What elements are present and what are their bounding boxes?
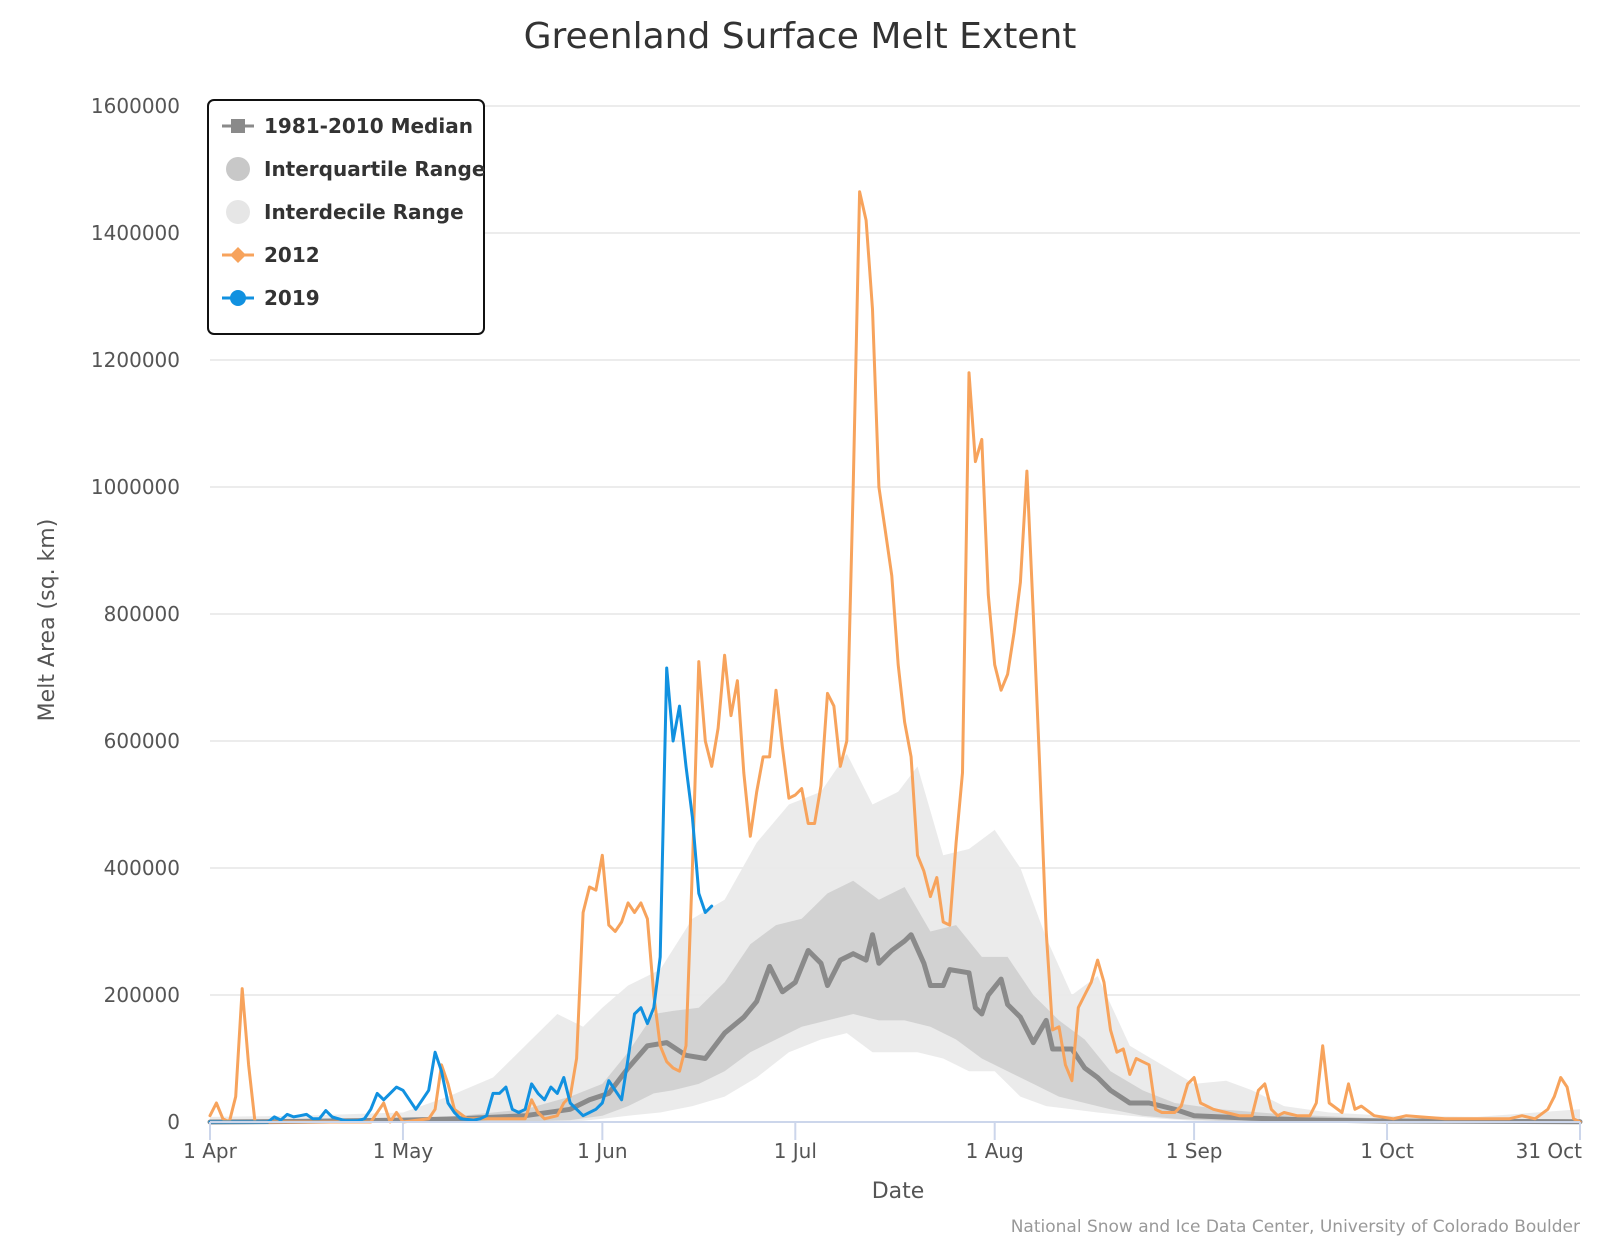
legend-square-marker bbox=[231, 119, 245, 133]
legend-label: 1981-2010 Median bbox=[264, 114, 473, 138]
legend-item-y2019[interactable]: 2019 bbox=[222, 286, 320, 310]
legend-label: 2019 bbox=[264, 286, 320, 310]
legend-item-median[interactable]: 1981-2010 Median bbox=[222, 114, 473, 138]
axes: 0 200000 400000 600000 800000 1000000 1200000 1… bbox=[91, 94, 1582, 1163]
legend-circle-marker bbox=[226, 200, 250, 224]
range-bands bbox=[210, 753, 1580, 1122]
legend-item-y2012[interactable]: 2012 bbox=[222, 243, 320, 267]
series-line-2019[interactable] bbox=[208, 666, 714, 1124]
y-tick-label: 0 bbox=[167, 1110, 180, 1134]
y-axis-title: Melt Area (sq. km) bbox=[35, 519, 60, 722]
legend-box bbox=[207, 99, 485, 335]
x-tick-label: 31 Oct bbox=[1516, 1139, 1583, 1163]
data-series bbox=[207, 190, 1583, 1125]
y-tick-label: 1200000 bbox=[91, 348, 180, 372]
x-tick-label: 1 Sep bbox=[1166, 1139, 1223, 1163]
y-tick-label: 400000 bbox=[104, 856, 180, 880]
legend-diamond-marker bbox=[230, 247, 246, 263]
chart-title: Greenland Surface Melt Extent bbox=[524, 16, 1077, 57]
x-tick-label: 1 Jul bbox=[774, 1139, 817, 1163]
x-axis-title: Date bbox=[872, 1179, 925, 1204]
y-tick-label: 1000000 bbox=[91, 475, 180, 499]
y-tick-label: 1400000 bbox=[91, 221, 180, 245]
legend[interactable]: 1981-2010 Median Interquartile Range Inter… bbox=[207, 99, 485, 335]
legend-label: Interdecile Range bbox=[264, 200, 464, 224]
x-tick-label: 1 Oct bbox=[1360, 1139, 1414, 1163]
x-tick-label: 1 Aug bbox=[966, 1139, 1024, 1163]
series-line-1981-2010-median[interactable] bbox=[207, 932, 1583, 1125]
y-tick-label: 600000 bbox=[104, 729, 180, 753]
y-tick-label: 200000 bbox=[104, 983, 180, 1007]
legend-label: Interquartile Range bbox=[264, 157, 485, 181]
legend-circle-marker bbox=[230, 290, 246, 306]
legend-label: 2012 bbox=[264, 243, 320, 267]
band-interquartile-range[interactable] bbox=[210, 880, 1580, 1122]
legend-circle-marker bbox=[226, 157, 250, 181]
x-tick-label: 1 Jun bbox=[577, 1139, 627, 1163]
y-tick-label: 1600000 bbox=[91, 94, 180, 118]
legend-item-idr[interactable]: Interdecile Range bbox=[226, 200, 464, 224]
credit-text[interactable]: National Snow and Ice Data Center, Unive… bbox=[1011, 1217, 1580, 1237]
legend-item-iqr[interactable]: Interquartile Range bbox=[226, 157, 485, 181]
x-tick-label: 1 May bbox=[373, 1139, 434, 1163]
x-tick-label: 1 Apr bbox=[183, 1139, 237, 1163]
y-tick-label: 800000 bbox=[104, 602, 180, 626]
